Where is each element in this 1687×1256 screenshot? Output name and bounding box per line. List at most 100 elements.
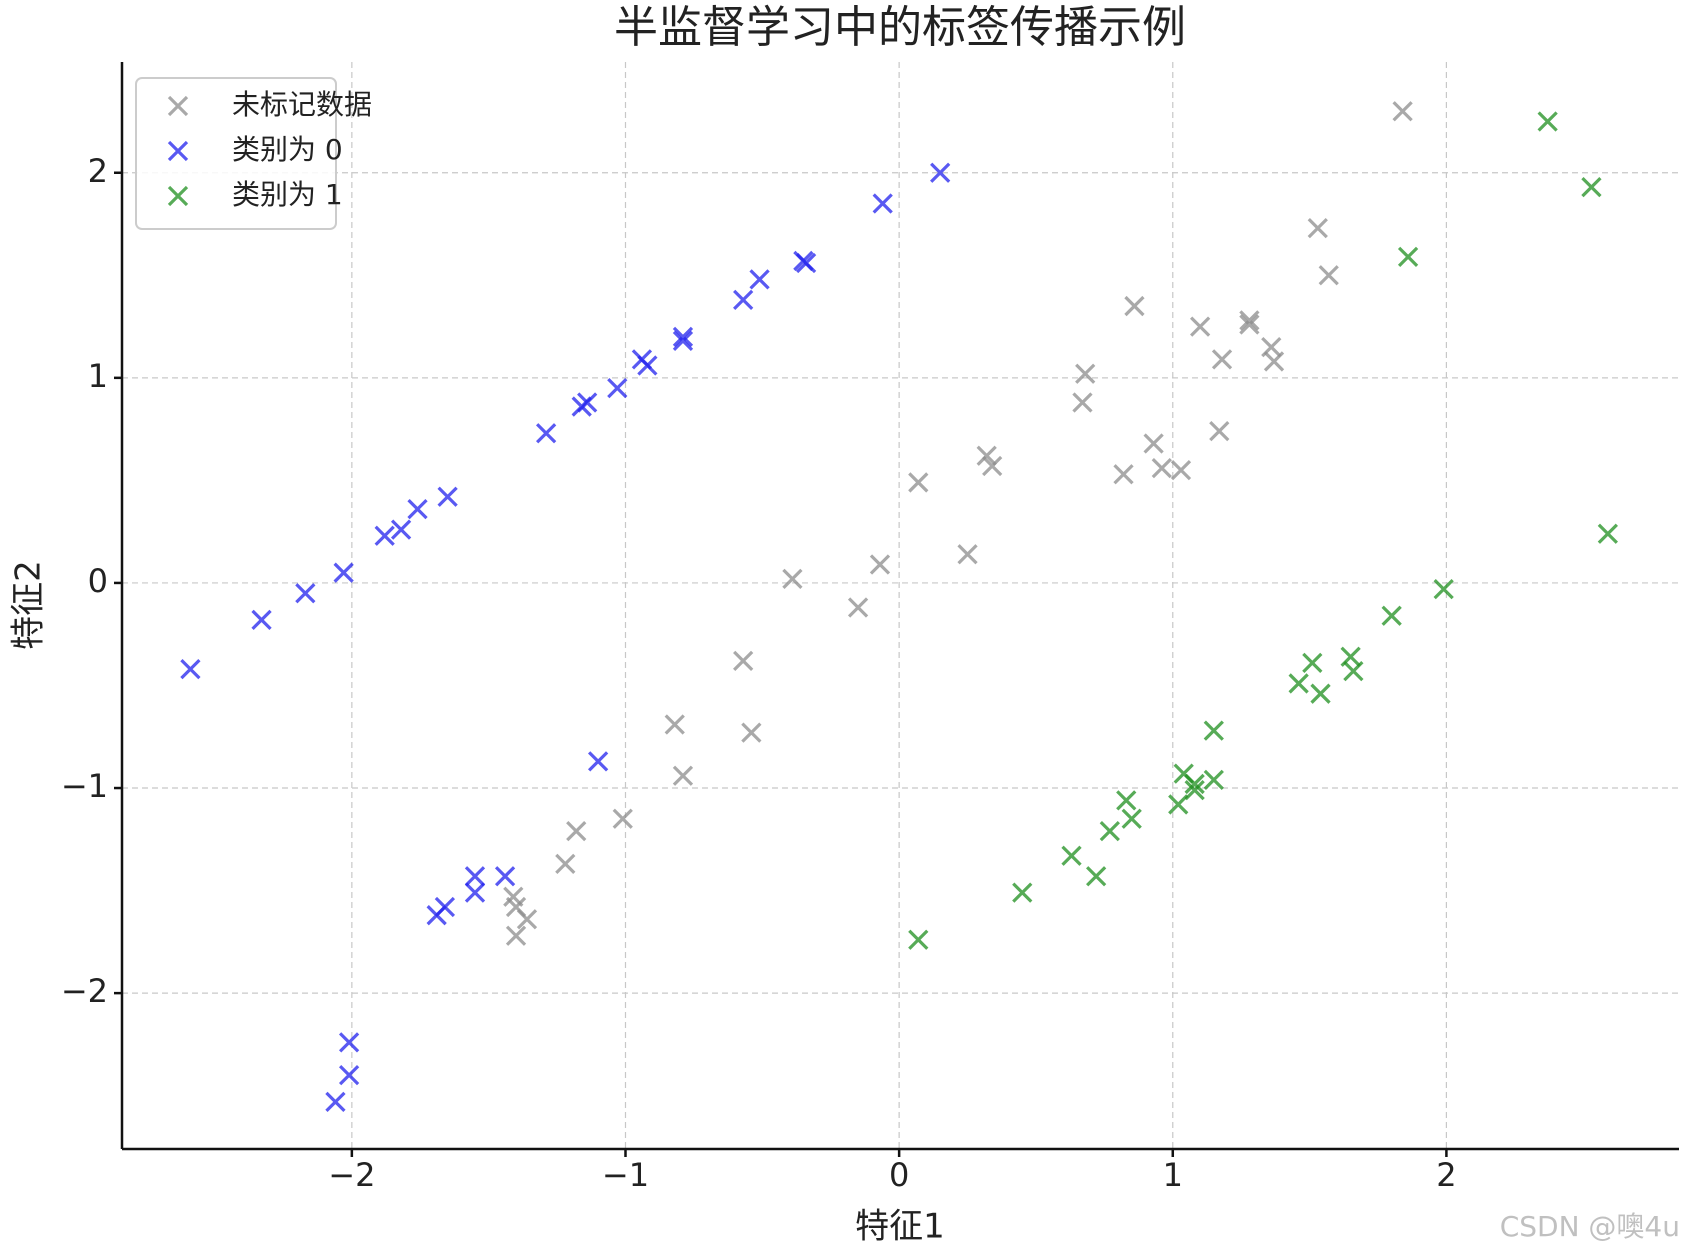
point (749, 269, 770, 290)
marker-stroke (1203, 720, 1224, 741)
point (1072, 392, 1093, 413)
point (741, 722, 762, 743)
legend-marker (167, 140, 189, 162)
legend-label: 类别为 0 (232, 133, 343, 166)
marker-stroke (1597, 523, 1618, 544)
point (872, 193, 893, 214)
point (1189, 316, 1211, 337)
point (976, 445, 997, 466)
marker-stroke (1310, 683, 1331, 704)
point (637, 355, 658, 376)
point (1061, 845, 1082, 866)
marker-stroke (1203, 769, 1224, 790)
marker-stroke (1318, 265, 1339, 286)
point (338, 1065, 360, 1086)
marker-stroke (1143, 433, 1164, 454)
point (1288, 673, 1309, 694)
marker-stroke (795, 252, 817, 274)
marker-stroke (1151, 457, 1172, 479)
point (1318, 265, 1339, 286)
point (1239, 314, 1260, 335)
marker-stroke (516, 909, 538, 930)
point (464, 882, 486, 903)
marker-stroke (426, 905, 447, 926)
marker-stroke (1307, 217, 1328, 239)
point (1392, 101, 1413, 122)
point (612, 808, 633, 829)
x-tick-label: −1 (602, 1156, 649, 1194)
point (571, 396, 592, 417)
point (1209, 421, 1230, 442)
marker-stroke (180, 658, 201, 680)
marker-stroke (1075, 363, 1096, 384)
marker-stroke (571, 396, 592, 417)
y-tick-label: −1 (61, 767, 108, 805)
point (733, 650, 754, 672)
marker-stroke (505, 925, 527, 946)
marker-stroke (976, 445, 997, 466)
marker-stroke (672, 326, 694, 347)
marker-stroke (536, 423, 557, 444)
point (1310, 683, 1331, 704)
marker-stroke (437, 486, 458, 507)
point (1397, 246, 1419, 267)
point (1099, 820, 1120, 842)
marker-stroke (167, 140, 189, 162)
marker-stroke (1537, 111, 1558, 132)
point (1239, 310, 1260, 331)
chart-title: 半监督学习中的标签传播示例 (614, 2, 1186, 53)
point (1184, 773, 1205, 795)
marker-stroke (566, 820, 587, 842)
marker-stroke (390, 519, 412, 540)
marker-stroke (741, 722, 762, 743)
marker-stroke (1288, 673, 1309, 694)
point (1211, 349, 1233, 370)
point (672, 326, 694, 347)
point (1170, 460, 1192, 481)
point (1116, 790, 1137, 811)
point (437, 486, 458, 507)
point (1143, 433, 1164, 454)
point (672, 765, 694, 786)
marker-stroke (1239, 310, 1260, 331)
marker-stroke (607, 377, 628, 399)
point (1075, 363, 1096, 384)
point (908, 929, 929, 950)
marker-stroke (1086, 866, 1107, 887)
marker-stroke (338, 1032, 360, 1053)
marker-stroke (338, 1065, 360, 1086)
point (1381, 605, 1402, 626)
point (505, 925, 527, 946)
marker-stroke (930, 162, 951, 183)
point (1184, 779, 1205, 801)
point (333, 562, 354, 583)
marker-stroke (1433, 578, 1454, 600)
marker-stroke (374, 525, 395, 546)
marker-stroke (1343, 660, 1364, 682)
point (1581, 176, 1602, 198)
point (908, 472, 929, 493)
legend-marker (167, 185, 189, 207)
point (566, 820, 587, 842)
point (338, 1032, 360, 1053)
y-tick-label: 0 (88, 562, 108, 600)
marker-stroke (982, 455, 1003, 477)
point (1597, 523, 1618, 544)
marker-stroke (733, 650, 754, 672)
marker-stroke (1121, 808, 1142, 829)
point (407, 498, 428, 520)
point (536, 423, 557, 444)
point (251, 609, 272, 630)
marker-stroke (1061, 845, 1082, 866)
marker-stroke (782, 568, 803, 589)
marker-stroke (464, 866, 486, 887)
marker-stroke (1239, 314, 1260, 335)
marker-stroke (1113, 464, 1134, 485)
point (1433, 578, 1454, 600)
marker-stroke (1581, 176, 1602, 198)
marker-stroke (872, 193, 893, 214)
marker-stroke (1263, 351, 1285, 372)
point (426, 905, 447, 926)
marker-stroke (1099, 820, 1120, 842)
